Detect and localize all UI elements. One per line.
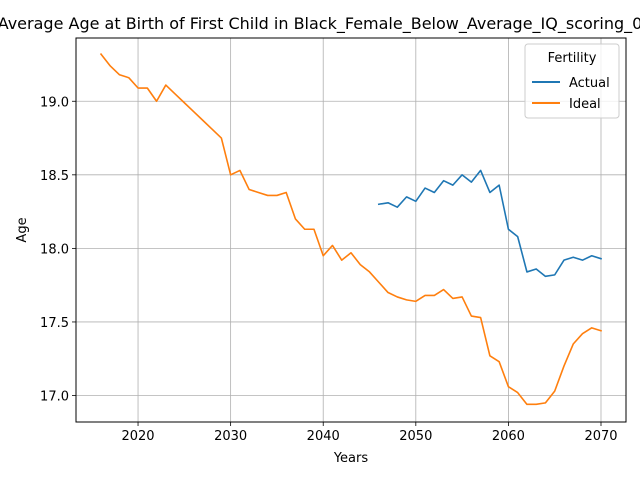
chart-title: Average Age at Birth of First Child in B… (0, 14, 640, 34)
y-axis: 17.0 17.5 18.0 18.5 19.0 (40, 95, 76, 404)
legend: Fertility Actual Ideal (525, 44, 619, 118)
legend-label-ideal: Ideal (569, 97, 601, 112)
x-tick-label: 2030 (214, 429, 247, 444)
x-tick-label: 2070 (584, 429, 617, 444)
y-axis-label: Age (15, 217, 30, 242)
y-tick-label: 18.5 (40, 169, 69, 184)
series-line-actual (379, 170, 601, 276)
legend-label-actual: Actual (569, 76, 610, 91)
x-axis-label: Years (333, 451, 369, 466)
x-tick-label: 2040 (307, 429, 340, 444)
y-tick-label: 18.0 (40, 242, 69, 257)
y-tick-label: 17.5 (40, 316, 69, 331)
x-tick-label: 2050 (399, 429, 432, 444)
x-axis: 2020 2030 2040 2050 2060 2070 (121, 422, 617, 444)
x-tick-label: 2060 (492, 429, 525, 444)
x-tick-label: 2020 (121, 429, 154, 444)
y-tick-label: 17.0 (40, 390, 69, 405)
y-tick-label: 19.0 (40, 95, 69, 110)
legend-title: Fertility (548, 51, 597, 66)
